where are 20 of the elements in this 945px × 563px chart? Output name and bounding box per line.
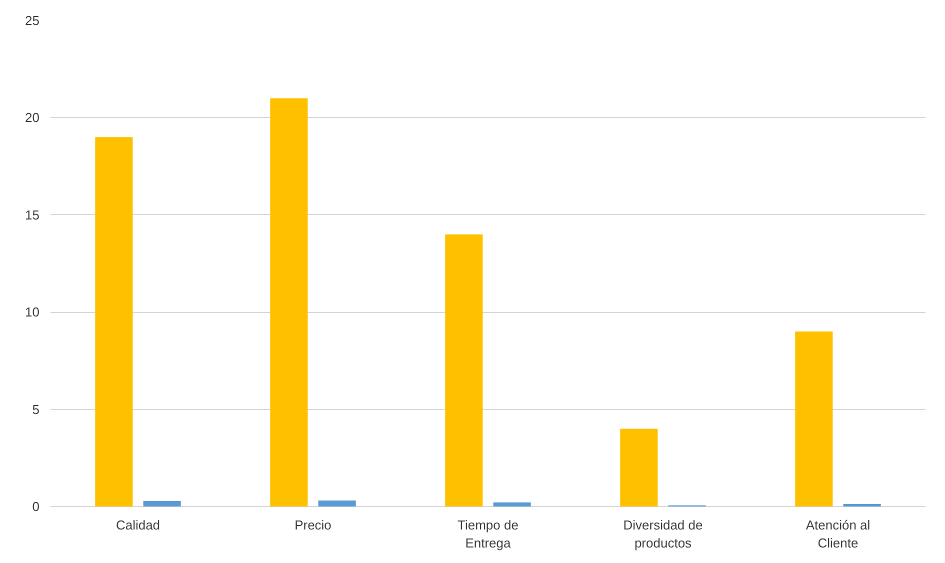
y-tick-label: 25 [25, 13, 40, 28]
bar [318, 500, 356, 506]
x-tick-label: Calidad [116, 518, 160, 532]
y-tick-label: 0 [32, 499, 40, 514]
bar [493, 502, 531, 506]
bar [795, 332, 833, 506]
bar [95, 137, 133, 506]
x-tick-label: Precio [294, 518, 332, 532]
y-tick-label: 5 [32, 402, 40, 417]
bar [445, 234, 483, 506]
y-tick-label: 20 [25, 110, 40, 126]
x-tick-label: Atención al Cliente [806, 518, 870, 550]
bar [843, 504, 881, 506]
bar [270, 98, 308, 506]
bar [143, 501, 181, 506]
x-tick-label: Diversidad de productos [623, 518, 703, 550]
y-tick-label: 10 [25, 304, 40, 320]
bar [620, 428, 658, 506]
y-tick-label: 15 [25, 207, 40, 222]
x-tick-label: Tiempo de Entrega [458, 518, 518, 550]
